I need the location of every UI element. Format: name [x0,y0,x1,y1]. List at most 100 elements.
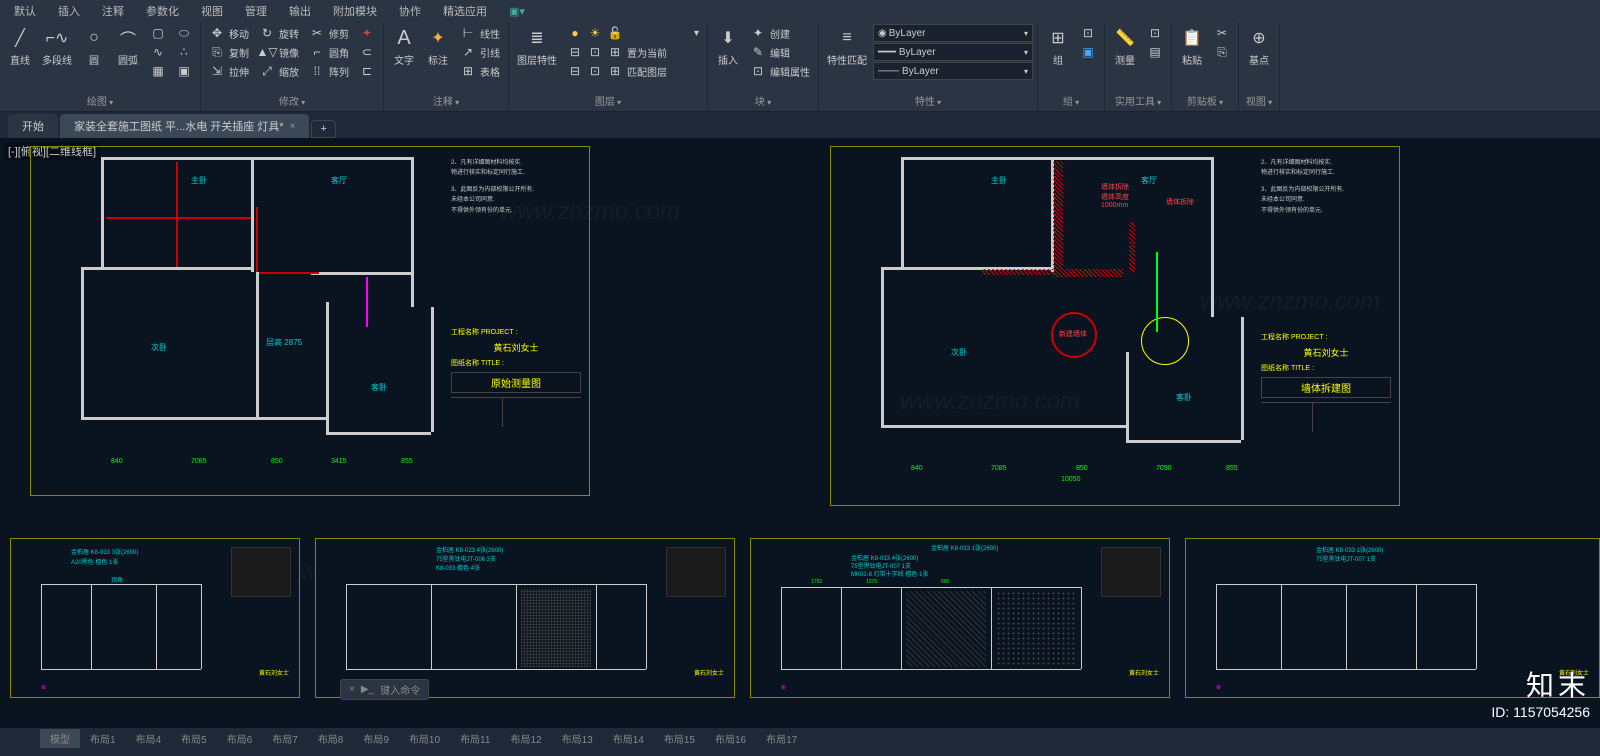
lineweight-select[interactable]: ━━━ ByLayer [873,43,1033,61]
draw-sm6[interactable]: ▣ [172,62,196,80]
stretch-button[interactable]: ⇲拉伸 [205,62,253,80]
layers-group-label[interactable]: 图层 [513,92,703,109]
rotate-button[interactable]: ↻旋转 [255,24,303,42]
dim-button[interactable]: ✦标注 [422,24,454,69]
layer-sm1[interactable]: ⊟⊡⊞置为当前 [563,43,703,61]
insert-button[interactable]: ⬇插入 [712,24,744,69]
offset-icon: ⊂ [359,44,375,60]
base-button[interactable]: ⊕基点 [1243,24,1275,69]
room-label: 层高 2875 [266,337,302,348]
ribbon-group-group: ⊞组 ⊡▣ 组 [1038,22,1105,111]
clip-group-label[interactable]: 剪贴板 [1176,92,1234,109]
menu-view[interactable]: 视图 [191,1,233,21]
linear-button[interactable]: ⊢线性 [456,24,504,42]
annot-group-label[interactable]: 注释 [388,92,504,109]
scale-button[interactable]: ⤢缩放 [255,62,303,80]
menu-addins[interactable]: 附加模块 [323,1,387,21]
cmd-prompt: 键入命令 [380,682,420,697]
paste-button[interactable]: 📋粘贴 [1176,24,1208,69]
menu-featured[interactable]: 精选应用 [433,1,497,21]
text-button[interactable]: A文字 [388,24,420,69]
layerprops-button[interactable]: ≣图层特性 [513,24,561,69]
props-group-label[interactable]: 特性 [823,92,1033,109]
table-button[interactable]: ⊞表格 [456,62,504,80]
menu-more-icon[interactable]: ▣▾ [499,3,535,20]
tab-document[interactable]: 家装全套施工图纸 平...水电 开关插座 灯具*× [60,114,309,138]
ribbon-group-clipboard: 📋粘贴 ✂⎘ 剪贴板 [1172,22,1239,111]
ribbon-group-properties: ≡特性匹配 ◉ByLayer ━━━ ByLayer ─── ByLayer 特… [819,22,1038,111]
copy-button[interactable]: ⎘复制 [205,43,253,61]
polyline-button[interactable]: ⌐∿多段线 [38,24,76,69]
array-button[interactable]: ⁞⁞阵列 [305,62,353,80]
menu-manage[interactable]: 管理 [235,1,277,21]
create-button[interactable]: ✦创建 [746,24,814,42]
layout-model[interactable]: 模型 [40,729,80,748]
trim-button[interactable]: ✂修剪 [305,24,353,42]
editattr-button[interactable]: ⊡编辑属性 [746,62,814,80]
block-group-label[interactable]: 块 [712,92,814,109]
arc-icon: ⌒ [116,26,140,50]
move-icon: ✥ [209,25,225,41]
line-button[interactable]: ╱直线 [4,24,36,69]
fillet-button[interactable]: ⌐圆角 [305,43,353,61]
mod-sm3[interactable]: ⊏ [355,62,379,80]
lock-icon: 🔓 [607,25,623,41]
measure-icon: 📏 [1113,26,1137,50]
edit-button[interactable]: ✎编辑 [746,43,814,61]
view-group-label[interactable]: 视图 [1243,92,1275,109]
mod-sm1[interactable]: ✦ [355,24,379,42]
cmd-close-icon[interactable]: × [349,684,355,695]
layer-sm2[interactable]: ⊟⊡⊞匹配图层 [563,62,703,80]
paste-icon: 📋 [1180,26,1204,50]
menu-insert[interactable]: 插入 [48,1,90,21]
spline-icon: ∿ [150,44,166,60]
draw-sm1[interactable]: ▢ [146,24,170,42]
draw-sm2[interactable]: ∿ [146,43,170,61]
draw-sm4[interactable]: ⬭ [172,24,196,42]
circle-button[interactable]: ○圆 [78,24,110,69]
draw-sm5[interactable]: ∴ [172,43,196,61]
menu-default[interactable]: 默认 [4,1,46,21]
menu-collab[interactable]: 协作 [389,1,431,21]
elevation-3: 金柏居 K8-033 1张(2600) 金柏居 K8-033 4张(2600) … [750,538,1170,698]
watermark-id: 知末 ID: 1157054256 [1491,664,1590,720]
draw-group-label[interactable]: 绘图 [4,92,196,109]
group-button[interactable]: ⊞组 [1042,24,1074,69]
bulb-icon: ● [567,25,583,41]
ribbon-group-modify: ✥移动 ⎘复制 ⇲拉伸 ↻旋转 ▲▽镜像 ⤢缩放 ✂修剪 ⌐圆角 ⁞⁞阵列 ✦ … [201,22,384,111]
tab-add[interactable]: + [311,120,335,138]
ribbon-group-utilities: 📏测量 ⊡▤ 实用工具 [1105,22,1172,111]
text-icon: A [392,26,416,50]
circle-icon: ○ [82,26,106,50]
rect-icon: ▢ [150,25,166,41]
draw-sm3[interactable]: ▦ [146,62,170,80]
group-group-label[interactable]: 组 [1042,92,1100,109]
modify-group-label[interactable]: 修改 [205,92,379,109]
mirror-button[interactable]: ▲▽镜像 [255,43,303,61]
close-icon[interactable]: × [290,121,296,132]
mod-sm2[interactable]: ⊂ [355,43,379,61]
drawing-canvas[interactable]: [-][俯视][二维线框] www.znzmo.com www.znzmo.co… [0,138,1600,728]
move-button[interactable]: ✥移动 [205,24,253,42]
command-line[interactable]: × ▶_ 键入命令 [340,679,429,700]
layer-combo[interactable]: ●☀🔓▾ [563,24,703,42]
project-name: 黄石刘女士 [1261,346,1391,359]
matchprop-button[interactable]: ≡特性匹配 [823,24,871,69]
ellipse-icon: ⬭ [176,25,192,41]
mirror-icon: ▲▽ [259,44,275,60]
layer-icon1: ⊟ [567,44,583,60]
tab-start[interactable]: 开始 [8,114,58,138]
util-group-label[interactable]: 实用工具 [1109,92,1167,109]
scale-icon: ⤢ [259,63,275,79]
menu-parametric[interactable]: 参数化 [136,1,189,21]
layout-tabs: 模型 布局1 布局4 布局5 布局6 布局7 布局8 布局9 布局10 布局11… [0,728,1600,748]
leader-button[interactable]: ↗引线 [456,43,504,61]
arc-button[interactable]: ⌒圆弧 [112,24,144,69]
color-select[interactable]: ◉ByLayer [873,24,1033,42]
document-tabs: 开始 家装全套施工图纸 平...水电 开关插座 灯具*× + [0,112,1600,138]
menu-output[interactable]: 输出 [279,1,321,21]
linetype-select[interactable]: ─── ByLayer [873,62,1033,80]
measure-button[interactable]: 📏测量 [1109,24,1141,69]
drawing-title: 原始测量图 [451,372,581,393]
menu-annotate[interactable]: 注释 [92,1,134,21]
